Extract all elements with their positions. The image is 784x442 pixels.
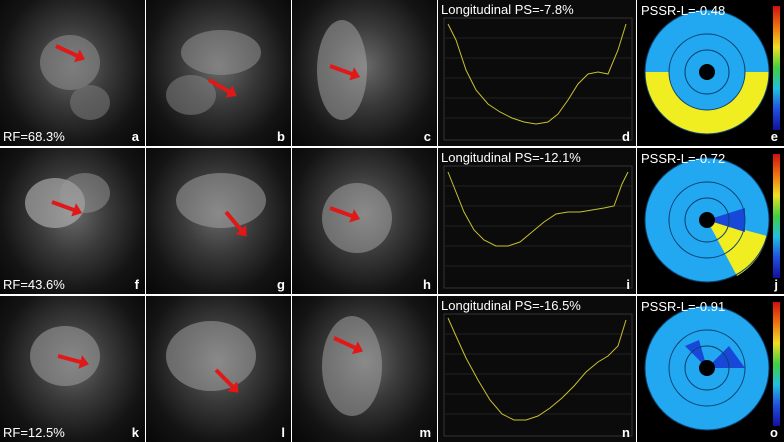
regurgitant-fraction-label: RF=12.5% xyxy=(3,425,65,440)
bullseye-panel-j: PSSR-L=-0.72 j xyxy=(637,148,784,294)
panel-letter: i xyxy=(626,277,630,292)
mri-panel-m: m xyxy=(292,296,437,442)
colorbar xyxy=(773,154,780,278)
graph-title: Longitudinal PS=-16.5% xyxy=(441,298,581,313)
panel-letter: o xyxy=(770,425,778,440)
panel-letter: e xyxy=(770,129,778,144)
pssr-title: PSSR-L=-0.91 xyxy=(641,299,726,314)
strain-curve-plot xyxy=(443,17,633,141)
mri-panel-h: h xyxy=(292,148,437,294)
colorbar xyxy=(773,302,780,426)
strain-graph-i: Longitudinal PS=-12.1% i xyxy=(438,148,636,294)
regurgitant-fraction-label: RF=43.6% xyxy=(3,277,65,292)
mri-panel-b: b xyxy=(146,0,291,146)
panel-letter: l xyxy=(281,425,285,440)
bullseye-plot xyxy=(644,305,770,431)
panel-letter: f xyxy=(134,277,139,292)
bullseye-panel-e: PSSR-L=-0.48 e xyxy=(637,0,784,146)
panel-letter: j xyxy=(774,277,778,292)
panel-letter: h xyxy=(423,277,431,292)
mri-panel-a: RF=68.3% a xyxy=(0,0,145,146)
panel-letter: b xyxy=(277,129,285,144)
pssr-title: PSSR-L=-0.48 xyxy=(641,3,726,18)
mri-panel-c: c xyxy=(292,0,437,146)
mri-panel-f: RF=43.6% f xyxy=(0,148,145,294)
mri-panel-l: l xyxy=(146,296,291,442)
panel-letter: g xyxy=(277,277,285,292)
mri-panel-k: RF=12.5% k xyxy=(0,296,145,442)
graph-title: Longitudinal PS=-12.1% xyxy=(441,150,581,165)
strain-graph-n: Longitudinal PS=-16.5% n xyxy=(438,296,636,442)
graph-title: Longitudinal PS=-7.8% xyxy=(441,2,574,17)
strain-graph-d: Longitudinal PS=-7.8% d xyxy=(438,0,636,146)
bullseye-plot xyxy=(644,157,770,283)
mri-panel-g: g xyxy=(146,148,291,294)
bullseye-plot xyxy=(644,9,770,135)
panel-letter: k xyxy=(131,425,139,440)
panel-letter: m xyxy=(419,425,431,440)
panel-letter: d xyxy=(622,129,630,144)
pssr-title: PSSR-L=-0.72 xyxy=(641,151,726,166)
strain-curve-plot xyxy=(443,165,633,289)
regurgitant-fraction-label: RF=68.3% xyxy=(3,129,65,144)
panel-letter: n xyxy=(622,425,630,440)
bullseye-panel-o: PSSR-L=-0.91 o xyxy=(637,296,784,442)
panel-letter: a xyxy=(131,129,139,144)
panel-letter: c xyxy=(423,129,431,144)
strain-curve-plot xyxy=(443,313,633,437)
colorbar xyxy=(773,6,780,130)
